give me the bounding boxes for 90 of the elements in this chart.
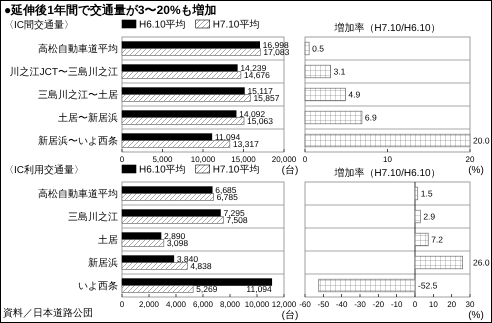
x-tick-label: -30 — [354, 300, 366, 309]
data-label: 7,295 — [223, 208, 246, 218]
bar — [414, 232, 428, 246]
x-tick-label: 20,000 — [272, 155, 297, 164]
legend-label: H6.10平均 — [139, 164, 186, 176]
x-tick-label: 10,000 — [190, 155, 216, 164]
data-label: 14,092 — [239, 109, 266, 120]
text: 資料／日本道路公団 — [3, 307, 93, 319]
x-tick-label: 10 — [383, 155, 392, 164]
x-tick-label: 20 — [466, 155, 475, 164]
x-tick-label: -60 — [299, 300, 312, 309]
data-label: 2.9 — [423, 212, 436, 222]
x-tick-label: 10,000 — [244, 300, 270, 309]
data-label: 6,685 — [215, 185, 237, 196]
bar — [122, 71, 242, 79]
x-tick-label: 0 — [302, 155, 308, 164]
data-label: 2,890 — [164, 231, 186, 242]
x-tick-label: 10 — [428, 300, 438, 309]
x-axis-title: (%) — [468, 165, 484, 176]
y-tick-label: 高松自動車道平均 — [38, 188, 118, 200]
x-tick-label: 8,000 — [220, 300, 241, 309]
bar — [304, 134, 470, 148]
data-label: 15,117 — [247, 86, 274, 96]
x-tick-label: 15,000 — [231, 155, 256, 164]
bar — [304, 64, 331, 78]
x-tick-label: 2,000 — [138, 300, 160, 309]
x-tick-label: 30 — [466, 300, 475, 309]
bar — [414, 186, 418, 200]
x-tick-label: 5,000 — [152, 155, 174, 164]
y-tick-label: いよ西条 — [78, 280, 118, 292]
x-tick-label: 0 — [120, 155, 125, 164]
y-tick-label: 川之江JCT〜三島川之江 — [10, 66, 118, 78]
data-label: 3.1 — [334, 66, 346, 76]
y-tick-label: 新居浜 — [88, 257, 118, 269]
data-label: 11,094 — [246, 284, 272, 294]
bar — [122, 48, 261, 56]
bar — [122, 285, 194, 293]
y-tick-label: 三島川之江 — [68, 211, 118, 223]
data-label: 5,269 — [196, 284, 218, 294]
bar — [122, 94, 251, 102]
x-tick-label: -40 — [336, 300, 348, 309]
bar — [304, 88, 346, 102]
data-label: 16,998 — [262, 40, 289, 50]
x-tick-label: -20 — [372, 300, 385, 309]
chart-title: ●延伸後1年間で交通量が3〜20%も増加 — [4, 3, 217, 17]
bar — [304, 42, 310, 56]
bar — [122, 216, 224, 224]
y-tick-label: 三島川之江〜土居 — [38, 89, 118, 101]
bar — [122, 140, 230, 148]
data-label: 26.0 — [473, 258, 490, 268]
data-label: 7.2 — [431, 234, 444, 244]
text: 〈IC間交通量〉 — [4, 19, 74, 31]
x-tick-label: 20 — [447, 300, 457, 309]
x-tick-label: 0 — [120, 300, 125, 309]
x-tick-label: 12,000 — [272, 300, 297, 309]
y-tick-label: 土居〜新居浜 — [58, 112, 118, 124]
legend-label: H7.10平均 — [212, 164, 260, 176]
legend-label: H7.10平均 — [212, 18, 260, 30]
x-axis-title: (%) — [468, 310, 484, 321]
bar — [122, 239, 164, 247]
bar — [414, 256, 463, 270]
y-tick-label: 新居浜〜いよ西条 — [38, 135, 118, 147]
chart-subtitle: 〈IC利用交通量〉 — [4, 164, 84, 176]
data-label: -52.5 — [418, 280, 438, 290]
data-label: 6.9 — [364, 112, 378, 122]
legend-label: H6.10平均 — [139, 18, 186, 30]
bar — [414, 210, 421, 224]
bar — [122, 278, 272, 286]
chart-title: 増加率（H7.10/H6.10） — [333, 167, 441, 179]
data-label: 0.5 — [312, 44, 324, 54]
bar — [318, 278, 416, 292]
x-tick-label: -50 — [318, 300, 330, 309]
chart-title: 増加率（H7.10/H6.10） — [333, 22, 441, 34]
x-tick-label: 4,000 — [166, 300, 187, 309]
x-axis-title: (台) — [282, 164, 298, 176]
data-label: 4.9 — [348, 90, 361, 100]
y-tick-label: 高松自動車道平均 — [38, 43, 118, 55]
data-label: 1.5 — [420, 188, 433, 198]
x-axis-title: (台) — [282, 309, 298, 321]
x-tick-label: 0 — [412, 300, 418, 309]
bar — [122, 117, 244, 125]
bar — [122, 193, 214, 201]
data-label: 3,840 — [176, 254, 198, 264]
data-label: 14,239 — [240, 63, 267, 74]
bar — [122, 262, 188, 270]
x-tick-label: 6,000 — [192, 300, 214, 309]
bar — [304, 110, 362, 124]
x-tick-label: -10 — [390, 300, 403, 309]
data-label: 20.0 — [473, 136, 490, 146]
y-tick-label: 土居 — [98, 234, 118, 246]
